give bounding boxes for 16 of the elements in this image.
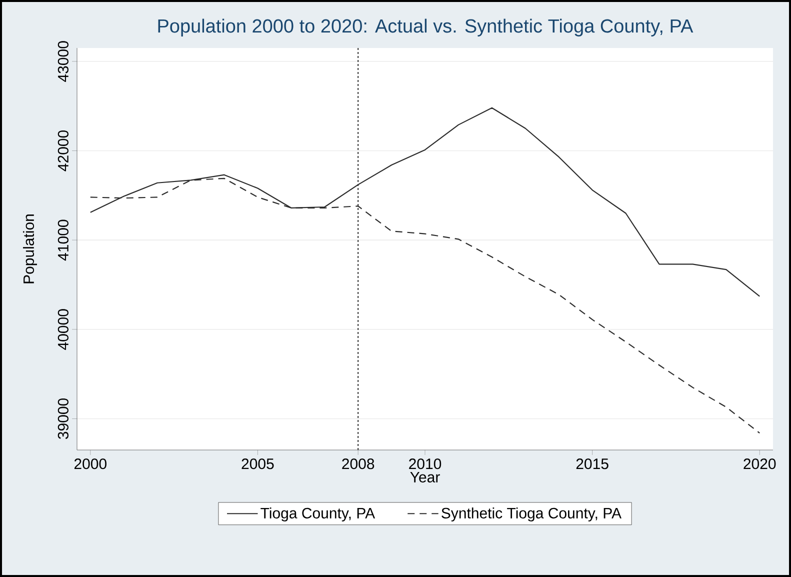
y-tick-label: 40000 [58,309,68,350]
x-tick-label: 2008 [342,458,374,470]
y-tick-label: 39000 [58,398,68,440]
x-tick-label: 2005 [242,458,274,470]
x-axis-title: Year [410,472,440,482]
y-tick-label: 41000 [58,220,68,261]
y-axis-title: Population [23,214,37,284]
x-tick-label: 2000 [74,458,106,470]
y-tick-label: 43000 [58,41,68,82]
legend-label: Tioga County, PA [260,507,376,522]
y-tick-label: 42000 [58,130,68,172]
legend-label: Synthetic Tioga County, PA [442,507,622,522]
x-tick-label: 2015 [576,458,608,470]
x-tick-label: 2020 [744,458,776,470]
x-tick-label: 2010 [409,458,442,470]
chart-title: Population 2000 to 2020: Actual vs. Synthetic Tioga County, PA [158,18,694,36]
